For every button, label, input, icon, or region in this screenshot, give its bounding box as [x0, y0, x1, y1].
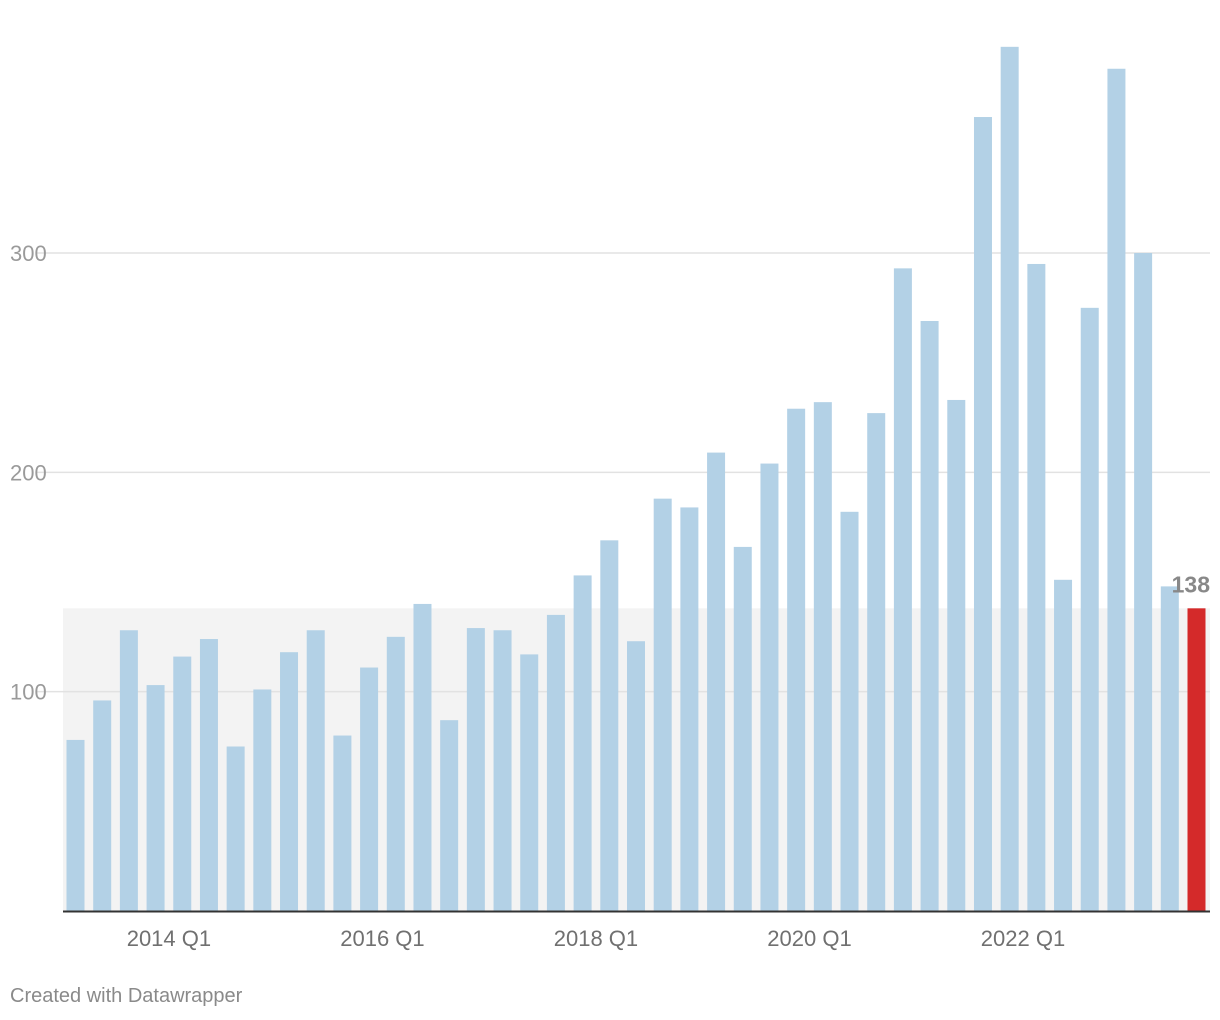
bar: [226, 746, 245, 911]
bars: [66, 46, 1206, 912]
x-tick-label: 2014 Q1: [127, 926, 211, 951]
bar: [306, 630, 325, 911]
bar: [119, 630, 138, 911]
bar: [1054, 579, 1073, 911]
bar: [546, 614, 565, 911]
bar: [93, 700, 112, 911]
bar: [893, 268, 912, 911]
bar: [840, 511, 859, 911]
bar: [1000, 46, 1019, 912]
bar: [66, 739, 85, 911]
bar: [787, 408, 806, 911]
bar: [867, 413, 886, 911]
bar: [947, 399, 966, 911]
bar-chart: 100 200 300 2014 Q1 2016 Q1 2018 Q1 2020 Q1 202…: [10, 46, 1210, 951]
bar: [760, 463, 779, 911]
bar: [440, 720, 459, 911]
bar: [386, 636, 405, 911]
bar: [520, 654, 539, 911]
bar: [146, 685, 165, 911]
y-tick-label: 100: [10, 680, 47, 705]
credit-text: Created with Datawrapper: [10, 985, 243, 1007]
x-tick-label: 2022 Q1: [981, 926, 1065, 951]
bar: [627, 641, 645, 911]
y-tick-label: 200: [10, 460, 47, 485]
bar: [1160, 586, 1179, 911]
x-tick-label: 2016 Q1: [340, 926, 424, 951]
bar: [333, 735, 352, 911]
bar: [1107, 68, 1126, 911]
bar: [173, 656, 192, 911]
bar: [813, 402, 832, 911]
y-tick-label: 300: [10, 241, 47, 266]
bar: [280, 652, 299, 911]
bar: [360, 667, 379, 911]
bar: [493, 630, 512, 911]
bar-highlight: [1187, 608, 1206, 911]
highlight-value-label: 138: [1172, 571, 1211, 597]
bar: [413, 603, 432, 911]
bar: [653, 498, 672, 911]
bar: [573, 575, 592, 911]
bar: [1027, 263, 1046, 911]
bar: [920, 320, 939, 911]
bar: [600, 540, 619, 911]
bar: [973, 117, 992, 912]
bar: [199, 639, 218, 911]
x-tick-label: 2018 Q1: [554, 926, 638, 951]
labels: 100 200 300 2014 Q1 2016 Q1 2018 Q1 2020 Q1 202…: [10, 241, 1210, 951]
bar: [733, 546, 752, 911]
bar: [253, 689, 272, 911]
bar: [466, 628, 485, 911]
bar: [680, 507, 699, 911]
bar: [1134, 253, 1153, 911]
bar: [707, 452, 726, 911]
bar: [1080, 307, 1099, 911]
x-tick-label: 2020 Q1: [767, 926, 851, 951]
